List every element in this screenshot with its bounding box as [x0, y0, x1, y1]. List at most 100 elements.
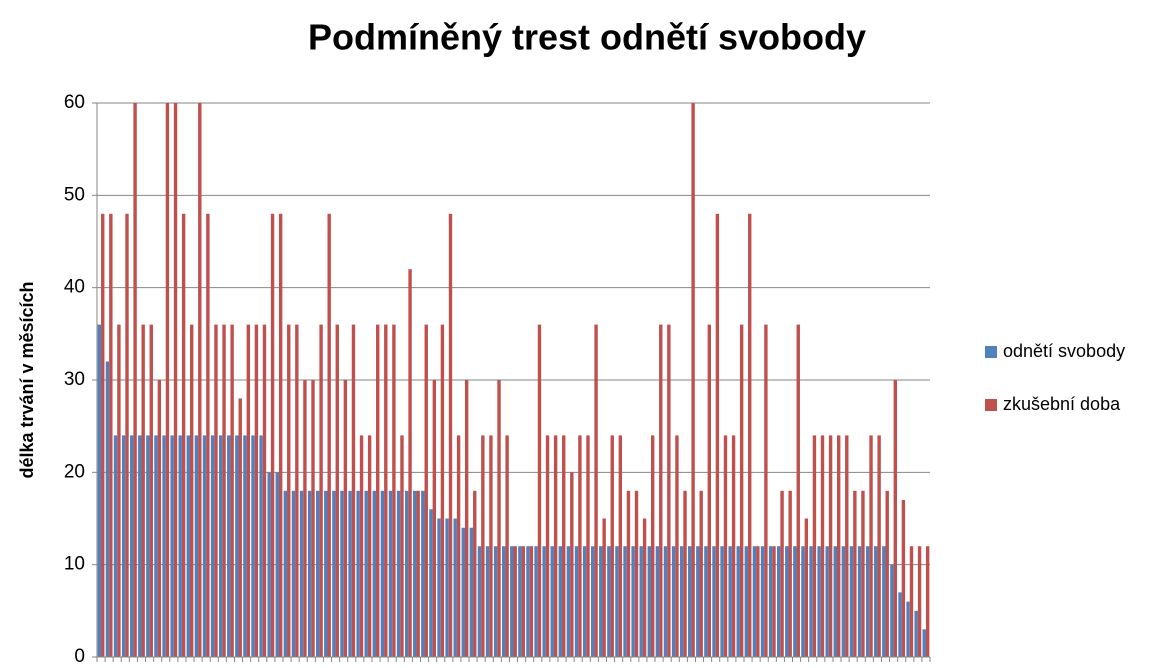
- bar: [659, 324, 663, 657]
- bar: [445, 518, 449, 657]
- bar: [909, 546, 914, 657]
- bar: [893, 380, 898, 657]
- bar: [594, 324, 598, 657]
- bar: [477, 546, 482, 657]
- bar: [712, 546, 716, 657]
- bar: [218, 435, 223, 657]
- bar: [550, 546, 554, 657]
- bar: [804, 518, 809, 657]
- bar: [270, 213, 275, 658]
- bar: [780, 490, 784, 657]
- bar: [141, 324, 145, 657]
- bar: [885, 490, 889, 657]
- bar: [610, 435, 614, 657]
- bar: [351, 324, 356, 657]
- bar: [493, 546, 498, 657]
- bar: [324, 490, 328, 657]
- bar: [485, 546, 490, 657]
- bar: [925, 546, 930, 657]
- bar: [432, 380, 437, 657]
- chart-title: Podmíněný trest odnětí svobody: [308, 17, 866, 58]
- y-tick-label: 10: [64, 554, 85, 575]
- bar: [162, 435, 166, 657]
- bar: [817, 546, 821, 657]
- bar: [440, 324, 445, 657]
- bar: [796, 324, 800, 657]
- bar: [461, 527, 465, 657]
- bar: [650, 435, 655, 657]
- bar: [146, 435, 150, 657]
- bar: [384, 324, 388, 657]
- bar: [198, 103, 202, 657]
- bar: [121, 435, 126, 657]
- bar: [853, 490, 857, 657]
- bar: [348, 490, 352, 657]
- bar: [618, 435, 623, 657]
- bar: [129, 435, 134, 657]
- y-tick-label: 0: [74, 646, 85, 663]
- bar: [396, 490, 401, 657]
- bar: [513, 546, 517, 657]
- bar: [364, 490, 368, 657]
- bar: [857, 546, 862, 657]
- bar: [157, 380, 162, 657]
- bar: [675, 435, 679, 657]
- bar: [869, 435, 873, 657]
- bar: [545, 435, 550, 657]
- bar: [413, 490, 417, 657]
- bar: [642, 518, 647, 657]
- bar: [639, 546, 643, 657]
- bar: [599, 546, 603, 657]
- bar: [906, 601, 910, 657]
- bar: [319, 324, 323, 657]
- bar: [416, 490, 420, 657]
- bar: [882, 546, 886, 657]
- bar: [473, 490, 477, 657]
- bar: [901, 500, 906, 657]
- bar: [275, 472, 279, 657]
- bar: [340, 490, 344, 657]
- bar: [227, 435, 231, 657]
- bar: [720, 546, 724, 657]
- bar: [825, 546, 829, 657]
- bar: [874, 546, 878, 657]
- bar: [647, 546, 651, 657]
- bar: [809, 546, 813, 657]
- bar: [421, 490, 425, 657]
- bar: [404, 490, 409, 657]
- bar: [785, 546, 789, 657]
- bar: [526, 546, 530, 657]
- bar: [243, 435, 247, 657]
- bar: [376, 324, 380, 657]
- bar: [464, 380, 469, 657]
- bar: [392, 324, 396, 657]
- bar: [287, 324, 291, 657]
- bar: [238, 398, 242, 657]
- bar: [877, 435, 881, 657]
- legend-swatch: [985, 399, 997, 411]
- bar: [715, 213, 720, 658]
- bar: [133, 103, 137, 657]
- bar: [186, 435, 191, 657]
- bar: [299, 490, 304, 657]
- bar: [562, 435, 566, 657]
- bar: [537, 324, 542, 657]
- bar: [833, 546, 837, 657]
- bar: [671, 546, 676, 657]
- bar: [679, 546, 684, 657]
- bar: [731, 435, 736, 657]
- bar: [590, 546, 595, 657]
- bar: [699, 490, 703, 657]
- bar: [574, 546, 579, 657]
- bar: [109, 213, 113, 658]
- bar: [105, 361, 110, 657]
- bar: [303, 380, 307, 657]
- bar: [748, 213, 752, 658]
- bar: [125, 213, 129, 658]
- bar: [696, 546, 700, 657]
- bar: [529, 546, 534, 657]
- bar: [97, 324, 102, 657]
- bar: [408, 269, 412, 657]
- bar: [327, 213, 331, 658]
